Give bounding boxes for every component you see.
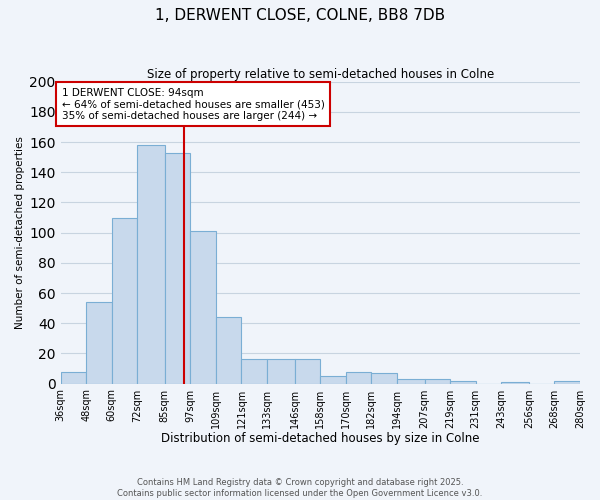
- Bar: [241, 360, 267, 384]
- Bar: [267, 360, 295, 384]
- Text: Contains HM Land Registry data © Crown copyright and database right 2025.
Contai: Contains HM Land Registry data © Crown c…: [118, 478, 482, 498]
- Bar: [165, 152, 190, 384]
- Bar: [425, 379, 450, 384]
- Bar: [190, 231, 216, 384]
- Bar: [86, 302, 112, 384]
- Bar: [112, 218, 137, 384]
- Y-axis label: Number of semi-detached properties: Number of semi-detached properties: [15, 136, 25, 329]
- Bar: [137, 145, 165, 384]
- Bar: [501, 382, 529, 384]
- Text: 1, DERWENT CLOSE, COLNE, BB8 7DB: 1, DERWENT CLOSE, COLNE, BB8 7DB: [155, 8, 445, 22]
- Bar: [216, 317, 241, 384]
- Bar: [320, 376, 346, 384]
- Bar: [295, 360, 320, 384]
- Bar: [61, 372, 86, 384]
- Bar: [554, 380, 580, 384]
- Title: Size of property relative to semi-detached houses in Colne: Size of property relative to semi-detach…: [146, 68, 494, 80]
- Bar: [397, 379, 425, 384]
- Bar: [450, 380, 476, 384]
- Bar: [371, 373, 397, 384]
- Text: 1 DERWENT CLOSE: 94sqm
← 64% of semi-detached houses are smaller (453)
35% of se: 1 DERWENT CLOSE: 94sqm ← 64% of semi-det…: [62, 88, 325, 121]
- Bar: [346, 372, 371, 384]
- X-axis label: Distribution of semi-detached houses by size in Colne: Distribution of semi-detached houses by …: [161, 432, 479, 445]
